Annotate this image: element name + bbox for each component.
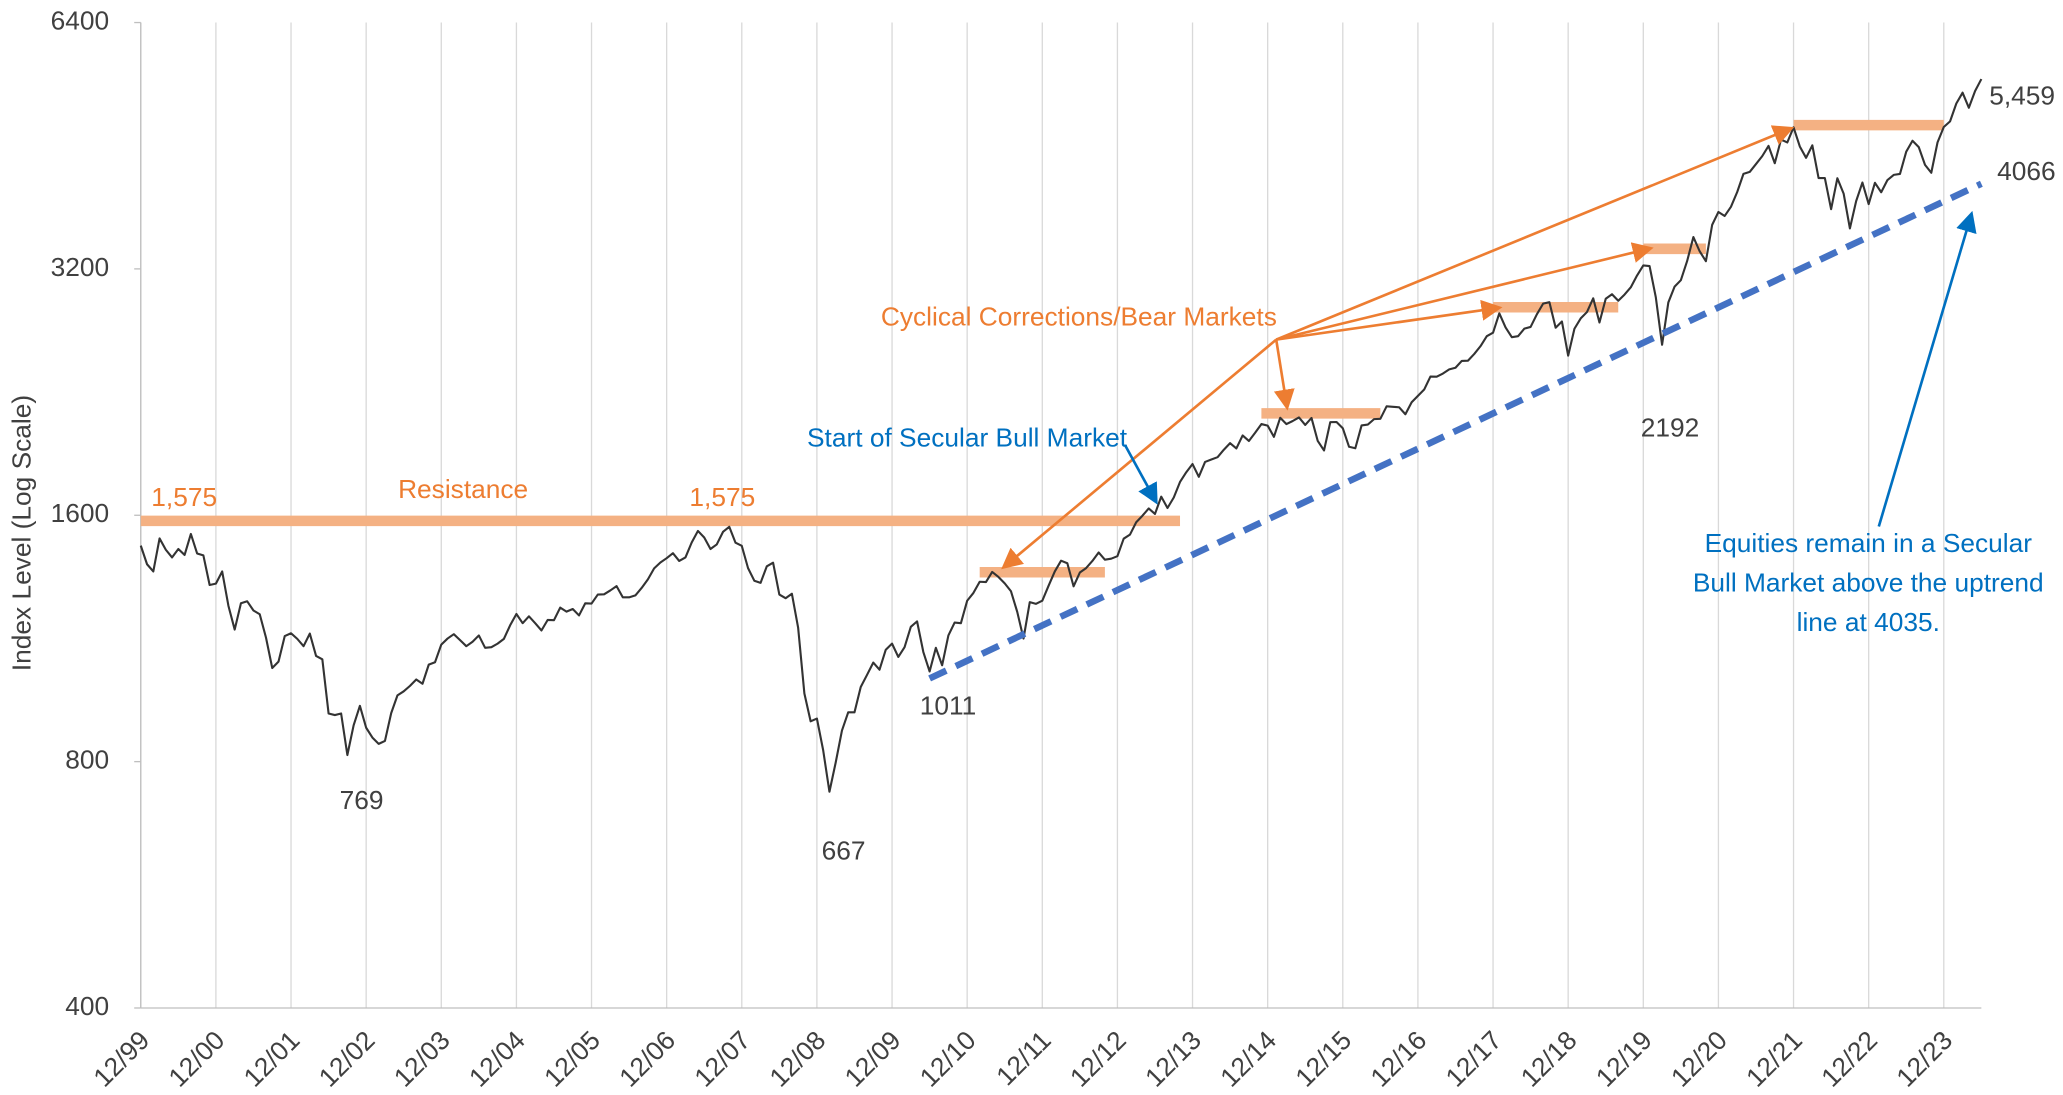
x-tick-label: 12/15 — [1289, 1025, 1357, 1093]
x-tick-label: 12/17 — [1440, 1025, 1508, 1093]
annotation: Bull Market above the uptrend — [1693, 567, 2044, 597]
arrow — [1275, 125, 1795, 341]
x-tick-label: 12/04 — [463, 1025, 531, 1093]
y-tick-label: 800 — [65, 745, 109, 775]
x-tick-label: 12/02 — [313, 1025, 381, 1093]
trendline-label: 4066 — [1997, 156, 2056, 186]
annotation: Start of Secular Bull Market — [807, 423, 1128, 453]
x-tick-label: 12/06 — [613, 1025, 681, 1093]
x-tick-label: 12/11 — [990, 1025, 1056, 1091]
arrow — [1275, 242, 1654, 341]
x-tick-label: 12/05 — [538, 1025, 606, 1093]
x-tick-label: 12/99 — [87, 1025, 155, 1093]
arrow — [1123, 444, 1158, 505]
resistance-label: 1,575 — [151, 482, 217, 512]
low-label: 2192 — [1641, 413, 1700, 443]
x-tick-label: 12/18 — [1515, 1025, 1583, 1093]
x-tick-label: 12/07 — [688, 1025, 756, 1093]
low-label: 769 — [340, 785, 384, 815]
resistance-label: 1,575 — [689, 482, 755, 512]
bands — [140, 119, 1944, 578]
y-tick-label: 3200 — [51, 252, 110, 282]
x-tick-label: 12/03 — [388, 1025, 456, 1093]
price-line — [139, 78, 1983, 793]
x-tick-label: 12/14 — [1214, 1025, 1282, 1093]
y-tick-label: 6400 — [51, 5, 110, 35]
arrow — [1273, 339, 1295, 411]
x-tick-label: 12/09 — [839, 1025, 907, 1093]
arrow — [1877, 210, 1977, 527]
x-tick-label: 12/12 — [1064, 1025, 1132, 1093]
x-tick-label: 12/21 — [1740, 1025, 1808, 1093]
arrows — [1001, 125, 1977, 570]
x-tick-label: 12/08 — [764, 1025, 832, 1093]
y-tick-label: 400 — [65, 991, 109, 1021]
x-tick-label: 12/23 — [1890, 1025, 1958, 1093]
x-tick-label: 12/20 — [1665, 1025, 1733, 1093]
x-tick-label: 12/22 — [1815, 1025, 1883, 1093]
annotation: line at 4035. — [1797, 607, 1940, 637]
y-axis-label: Index Level (Log Scale) — [7, 395, 37, 671]
low-label: 667 — [822, 836, 866, 866]
arrow — [1276, 299, 1503, 341]
annotation: Equities remain in a Secular — [1705, 528, 2033, 558]
trendline-label: 1011 — [920, 690, 977, 720]
x-tick-label: 12/10 — [914, 1025, 982, 1093]
annotation: Resistance — [398, 474, 528, 504]
x-tick-label: 12/01 — [238, 1025, 306, 1093]
y-tick-label: 1600 — [51, 498, 110, 528]
x-tick-label: 12/00 — [163, 1025, 231, 1093]
arrow — [1001, 338, 1278, 570]
x-tick-label: 12/16 — [1365, 1025, 1433, 1093]
x-tick-label: 12/13 — [1139, 1025, 1207, 1093]
x-tick-label: 12/19 — [1590, 1025, 1658, 1093]
trendline — [928, 180, 1983, 682]
plot: 5,459 1011 4066 769 667 2192 — [139, 78, 2056, 866]
end-label: 5,459 — [1989, 80, 2055, 110]
annotation: Cyclical Corrections/Bear Markets — [881, 302, 1277, 332]
